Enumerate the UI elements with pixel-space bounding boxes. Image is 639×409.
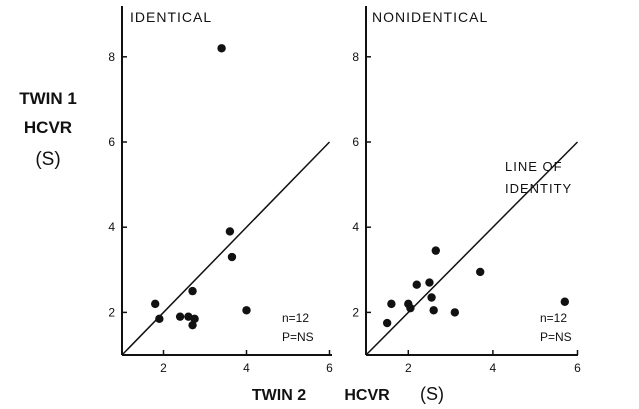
y-tick-label: 4	[108, 220, 115, 234]
y-axis-label-line2: HCVR	[24, 118, 72, 137]
data-point	[450, 308, 460, 317]
data-point	[427, 293, 436, 302]
x-tick-label: 6	[326, 361, 333, 375]
data-point	[188, 320, 197, 330]
stat-p: P=NS	[540, 330, 572, 344]
stat-p: P=NS	[282, 330, 314, 344]
data-point	[387, 299, 396, 309]
data-point	[560, 297, 570, 306]
y-tick-label: 8	[108, 50, 115, 64]
data-point	[225, 227, 235, 236]
x-axis-label-main: TWIN 2	[252, 387, 306, 404]
y-tick-label: 8	[352, 50, 359, 64]
reference-line-label-2: IDENTITY	[505, 181, 572, 196]
data-point	[217, 44, 226, 53]
x-tick-label: 4	[243, 361, 250, 375]
y-tick-label: 6	[108, 135, 115, 149]
data-point	[175, 312, 185, 321]
x-axis-label-unit: (S)	[420, 384, 444, 404]
y-tick-label: 4	[352, 220, 359, 234]
stat-n: n=12	[282, 311, 309, 325]
data-point	[431, 246, 440, 255]
y-axis-label-unit: (S)	[35, 149, 60, 170]
data-point	[412, 280, 421, 289]
stat-n: n=12	[540, 311, 567, 325]
data-point	[382, 318, 392, 328]
data-point	[425, 278, 434, 287]
x-axis-label-sub: HCVR	[344, 387, 390, 404]
y-tick-label: 2	[108, 305, 115, 319]
panel-nonidentical: NONIDENTICAL 2 4 6 2 4 6 8 LINE OF IDENTITY n=…	[352, 6, 581, 375]
x-tick-label: 4	[490, 361, 497, 375]
data-point	[476, 267, 485, 277]
y-tick-label: 2	[352, 305, 359, 319]
data-point	[190, 314, 199, 323]
x-tick-label: 2	[405, 361, 412, 375]
data-point	[188, 286, 197, 296]
panel-title: IDENTICAL	[130, 9, 212, 25]
x-tick-label: 6	[574, 361, 581, 375]
reference-line-label-1: LINE OF	[505, 159, 563, 174]
data-point	[151, 299, 160, 309]
line-of-identity	[365, 141, 579, 356]
panel-title: NONIDENTICAL	[372, 9, 488, 25]
panel-identical: IDENTICAL 2 4 6 2 4 6 8 n=12 P=NS	[108, 6, 333, 375]
x-tick-label: 2	[160, 361, 167, 375]
y-tick-label: 6	[352, 135, 359, 149]
data-point	[429, 306, 438, 315]
data-point	[406, 303, 415, 313]
y-axis-label-line1: TWIN 1	[19, 89, 77, 108]
data-point	[155, 314, 164, 323]
data-point	[227, 252, 237, 262]
data-point	[242, 306, 251, 315]
